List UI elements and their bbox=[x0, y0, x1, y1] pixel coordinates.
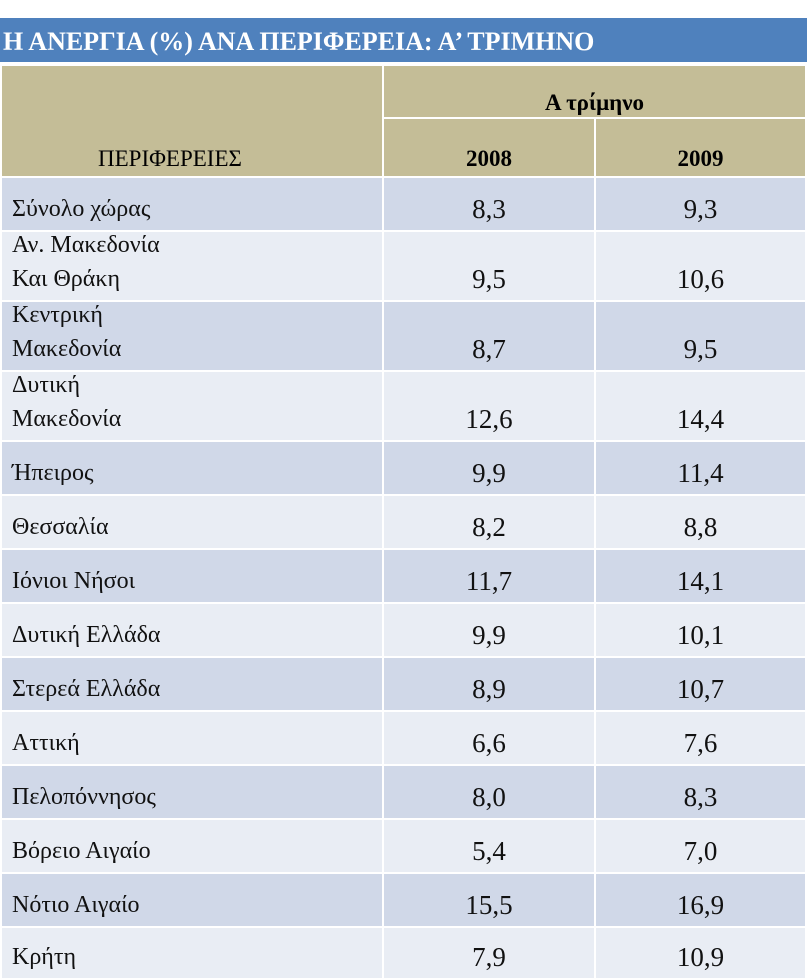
region-name: Σύνολο χώρας bbox=[12, 192, 150, 226]
value-2009: 8,8 bbox=[596, 496, 805, 548]
region-name-cell: Πελοπόννησος bbox=[2, 766, 382, 818]
value-2008: 8,7 bbox=[384, 302, 594, 370]
region-name: Θεσσαλία bbox=[12, 510, 109, 544]
value-2009: 14,1 bbox=[596, 550, 805, 602]
region-name-line: Κρήτη bbox=[12, 944, 77, 970]
region-name-cell: Σύνολο χώρας bbox=[2, 178, 382, 230]
value-2008: 11,7 bbox=[384, 550, 594, 602]
region-name-line: Βόρειο Αιγαίο bbox=[12, 838, 151, 864]
value-2008: 8,3 bbox=[384, 178, 594, 230]
region-name-cell: Αν. Μακεδονία Και Θράκη bbox=[2, 232, 382, 300]
region-name-cell: Αττική bbox=[2, 712, 382, 764]
header-year-2008: 2008 bbox=[466, 146, 512, 171]
region-name-line: Και Θράκη bbox=[12, 266, 120, 292]
region-name-cell: Δυτική Ελλάδα bbox=[2, 604, 382, 656]
region-name-line: Ιόνιοι Νήσοι bbox=[12, 568, 136, 594]
value-2009: 9,5 bbox=[596, 302, 805, 370]
table-title: Η ΑΝΕΡΓΙΑ (%) ΑΝΑ ΠΕΡΙΦΕΡΕΙΑ: Α’ ΤΡΙΜΗΝΟ bbox=[0, 18, 807, 62]
region-name-cell: Ήπειρος bbox=[2, 442, 382, 494]
region-name-line: Νότιο Αιγαίο bbox=[12, 892, 140, 918]
region-name-line: Πελοπόννησος bbox=[12, 784, 156, 810]
value-2009: 9,3 bbox=[596, 178, 805, 230]
value-2008: 9,9 bbox=[384, 442, 594, 494]
header-year-2008-cell bbox=[384, 119, 594, 176]
value-2009: 10,6 bbox=[596, 232, 805, 300]
region-name-cell: Ιόνιοι Νήσοι bbox=[2, 550, 382, 602]
value-2009: 16,9 bbox=[596, 874, 805, 926]
region-name: Στερεά Ελλάδα bbox=[12, 672, 160, 706]
region-name-cell: Στερεά Ελλάδα bbox=[2, 658, 382, 710]
region-name-cell: Θεσσαλία bbox=[2, 496, 382, 548]
region-name-line: Στερεά Ελλάδα bbox=[12, 676, 161, 702]
region-name: Κρήτη bbox=[12, 940, 76, 974]
value-2009: 10,7 bbox=[596, 658, 805, 710]
value-2008: 5,4 bbox=[384, 820, 594, 872]
region-name-line: Δυτική bbox=[12, 372, 81, 398]
value-2009: 14,4 bbox=[596, 372, 805, 440]
region-name-line: Μακεδονία bbox=[12, 406, 122, 432]
header-region-cell bbox=[2, 66, 382, 176]
region-name: Αν. Μακεδονία Και Θράκη bbox=[12, 228, 160, 296]
value-2008: 15,5 bbox=[384, 874, 594, 926]
value-2009: 7,0 bbox=[596, 820, 805, 872]
region-name-line: Σύνολο χώρας bbox=[12, 196, 151, 222]
value-2009: 7,6 bbox=[596, 712, 805, 764]
value-2008: 9,9 bbox=[384, 604, 594, 656]
region-name-line: Θεσσαλία bbox=[12, 514, 109, 540]
value-2009: 11,4 bbox=[596, 442, 805, 494]
region-name-line: Αττική bbox=[12, 730, 80, 756]
value-2009: 10,9 bbox=[596, 928, 805, 978]
header-year-2009-cell bbox=[596, 119, 805, 176]
header-group-label: Α τρίμηνο bbox=[544, 90, 644, 115]
value-2008: 6,6 bbox=[384, 712, 594, 764]
region-name-line: Ήπειρος bbox=[12, 460, 94, 486]
region-name-cell: Κεντρική Μακεδονία bbox=[2, 302, 382, 370]
region-name: Κεντρική Μακεδονία bbox=[12, 298, 121, 366]
region-name: Ιόνιοι Νήσοι bbox=[12, 564, 135, 598]
region-name-cell: Κρήτη bbox=[2, 928, 382, 978]
value-2008: 8,9 bbox=[384, 658, 594, 710]
header-year-2009: 2009 bbox=[677, 146, 724, 171]
value-2008: 8,2 bbox=[384, 496, 594, 548]
region-name: Δυτική Ελλάδα bbox=[12, 618, 160, 652]
value-2008: 7,9 bbox=[384, 928, 594, 978]
region-name: Πελοπόννησος bbox=[12, 780, 156, 814]
region-name-line: Αν. Μακεδονία bbox=[12, 232, 160, 258]
region-name-line: Δυτική Ελλάδα bbox=[12, 622, 161, 648]
region-name-cell: Βόρειο Αιγαίο bbox=[2, 820, 382, 872]
region-name: Ήπειρος bbox=[12, 456, 94, 490]
value-2008: 12,6 bbox=[384, 372, 594, 440]
value-2009: 10,1 bbox=[596, 604, 805, 656]
value-2008: 8,0 bbox=[384, 766, 594, 818]
region-name-cell: Νότιο Αιγαίο bbox=[2, 874, 382, 926]
region-name-line: Κεντρική bbox=[12, 302, 103, 328]
region-name-cell: Δυτική Μακεδονία bbox=[2, 372, 382, 440]
header-region-label: ΠΕΡΙΦΕΡΕΙΕΣ bbox=[98, 146, 242, 171]
value-2008: 9,5 bbox=[384, 232, 594, 300]
region-name: Δυτική Μακεδονία bbox=[12, 368, 121, 436]
region-name: Νότιο Αιγαίο bbox=[12, 888, 140, 922]
header-group-cell bbox=[384, 66, 805, 117]
region-name: Βόρειο Αιγαίο bbox=[12, 834, 151, 868]
region-name-line: Μακεδονία bbox=[12, 336, 122, 362]
region-name: Αττική bbox=[12, 726, 80, 760]
value-2009: 8,3 bbox=[596, 766, 805, 818]
